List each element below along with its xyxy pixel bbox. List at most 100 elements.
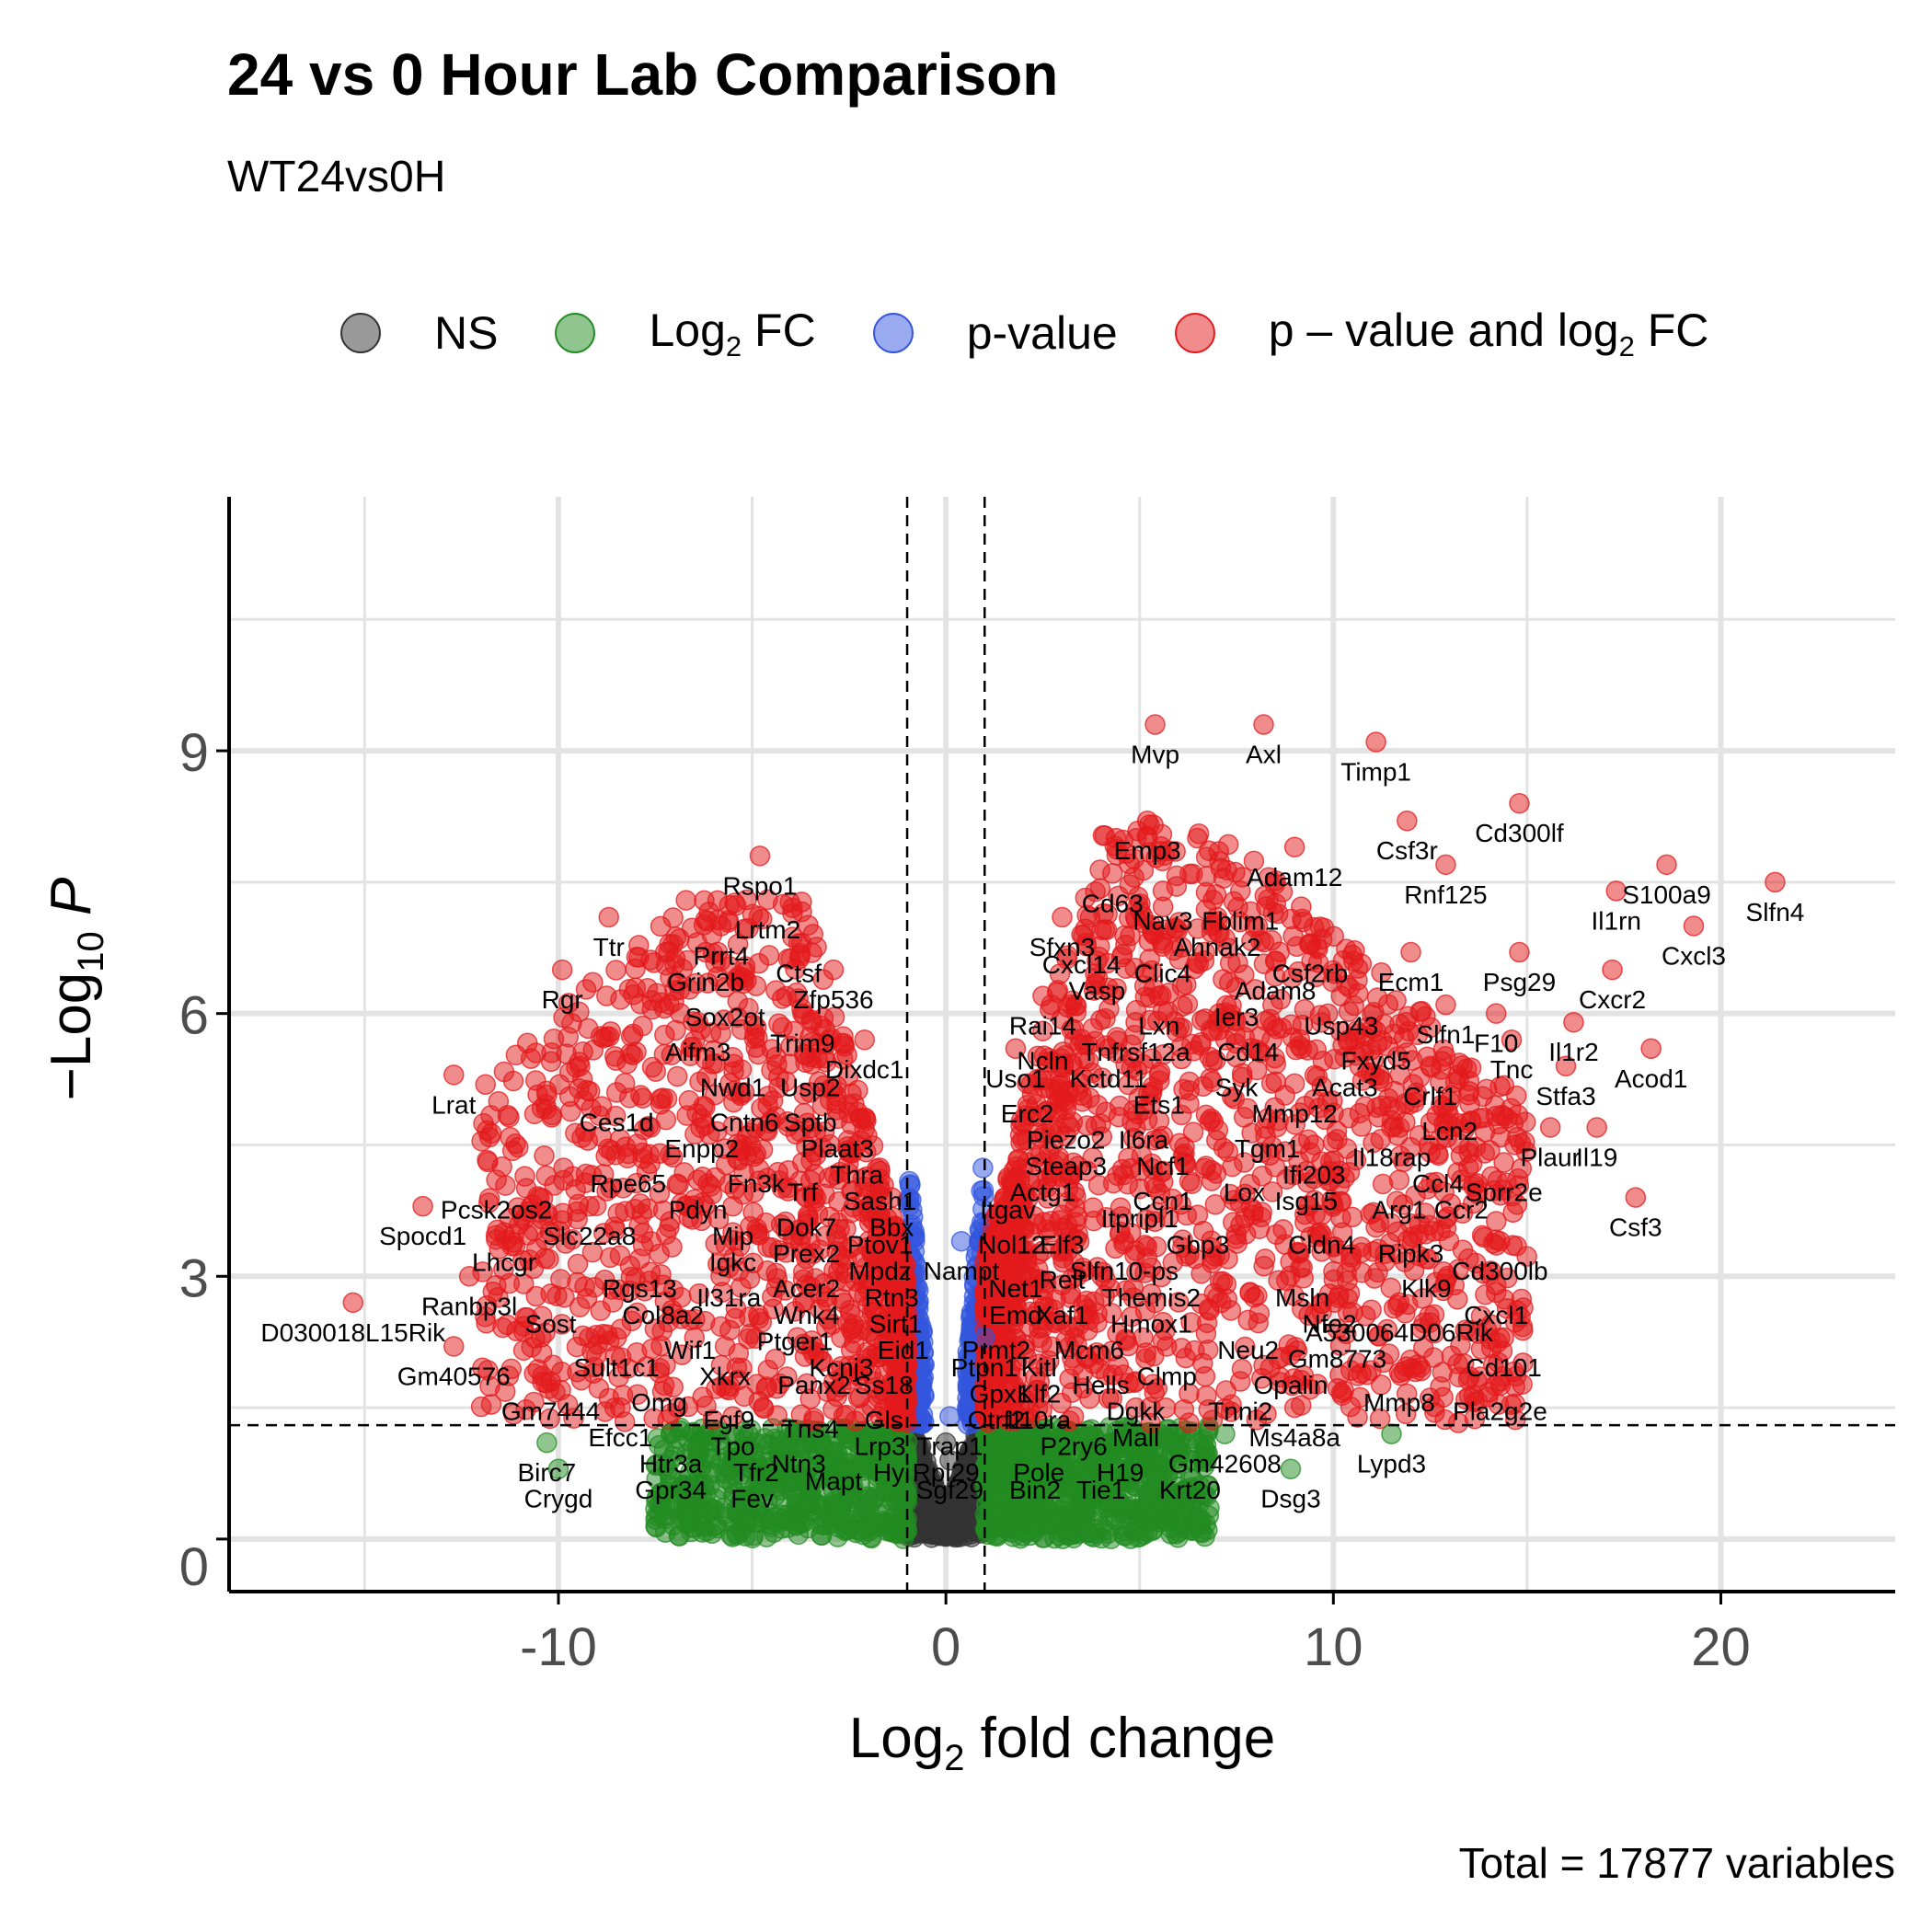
data-point-fc xyxy=(1054,1519,1076,1541)
data-point-both xyxy=(471,1131,492,1152)
data-point-both xyxy=(632,1015,653,1037)
legend-label-ns: NS xyxy=(434,307,499,359)
data-point-both xyxy=(566,1057,587,1078)
data-point-both xyxy=(1213,868,1235,889)
data-point-both xyxy=(630,1085,651,1106)
data-point-both xyxy=(535,1248,556,1269)
data-point-both xyxy=(1361,1299,1382,1321)
data-point-both xyxy=(543,1028,565,1050)
data-point-both xyxy=(1179,1412,1200,1433)
data-point-both xyxy=(1265,1071,1286,1092)
data-point-both xyxy=(534,1145,555,1167)
data-point-fc xyxy=(995,1451,1016,1473)
data-point-both xyxy=(559,1086,581,1108)
data-point-both xyxy=(605,960,627,981)
legend-marker-ns xyxy=(340,313,381,353)
data-point-both xyxy=(647,983,668,1005)
data-point-both xyxy=(600,1021,622,1042)
data-point-both xyxy=(625,958,646,980)
data-point-both xyxy=(650,915,672,937)
data-point-both xyxy=(567,1253,589,1275)
data-point-both xyxy=(833,1026,854,1047)
data-point-both xyxy=(1313,917,1335,938)
data-point-both xyxy=(497,1105,519,1126)
data-point-both xyxy=(1235,1207,1256,1228)
data-point-both xyxy=(493,1061,515,1083)
data-point-both xyxy=(1182,1121,1204,1143)
legend-label-log2fc: Log2 FC xyxy=(649,304,816,362)
data-point-fc xyxy=(862,1513,883,1535)
data-point-fc xyxy=(1136,1501,1158,1523)
scatter-points xyxy=(342,714,1786,1549)
data-point-both xyxy=(628,935,650,956)
data-point-both xyxy=(655,1224,677,1246)
data-point-both xyxy=(567,1271,588,1294)
data-point-both xyxy=(650,1088,672,1110)
legend-item-pvalue-and-log2fc: p – value and log2 FC xyxy=(1174,304,1709,363)
legend-marker-log2fc xyxy=(555,313,596,353)
data-point-both xyxy=(1457,1085,1479,1106)
data-point-both xyxy=(747,1043,769,1065)
data-point-fc xyxy=(696,1502,717,1524)
legend-item-ns: NS xyxy=(340,306,498,360)
data-point-fc xyxy=(1167,1526,1189,1548)
data-point-both xyxy=(1254,1248,1276,1270)
data-point-both xyxy=(1188,822,1210,845)
data-point-both xyxy=(675,890,696,911)
data-point-fc xyxy=(1097,1523,1119,1545)
data-point-both xyxy=(524,1070,546,1091)
data-point-both xyxy=(1216,1288,1237,1309)
data-point-both xyxy=(1217,834,1239,856)
data-point-both xyxy=(1327,1129,1348,1150)
data-point-both xyxy=(1323,1260,1344,1282)
data-point-both xyxy=(654,941,676,963)
data-point-both xyxy=(475,1074,496,1096)
data-point-both xyxy=(1501,1098,1522,1119)
chart-title: 24 vs 0 Hour Lab Comparison xyxy=(227,41,1059,108)
data-point-fc xyxy=(743,1512,765,1534)
data-point-both xyxy=(508,1136,529,1158)
data-point-both xyxy=(1194,1157,1215,1179)
legend-marker-pvalue-and-log2fc xyxy=(1174,313,1215,353)
data-point-fc xyxy=(997,1513,1018,1535)
data-point-both xyxy=(561,1013,582,1034)
data-point-both xyxy=(1432,1362,1454,1383)
data-point-fc xyxy=(819,1505,841,1527)
data-point-fc xyxy=(811,1524,833,1547)
data-point-both xyxy=(514,1166,535,1187)
data-point-both xyxy=(1377,1087,1399,1110)
legend: NS Log2 FC p-value p – value and log2 FC xyxy=(340,296,1765,370)
data-point-fc xyxy=(1127,1526,1149,1548)
data-point-fc xyxy=(720,1524,742,1547)
data-point-both xyxy=(856,1110,877,1132)
data-point-both xyxy=(710,1316,731,1338)
data-point-both xyxy=(755,1377,776,1399)
data-point-both xyxy=(1196,866,1217,887)
data-point-both xyxy=(1095,1101,1117,1123)
legend-label-pvalue: p-value xyxy=(966,307,1118,359)
data-point-both xyxy=(1198,1298,1220,1319)
data-point-fc xyxy=(893,1520,914,1541)
data-point-both xyxy=(541,1104,563,1126)
data-point-both xyxy=(1195,846,1217,868)
data-point-both xyxy=(1327,1377,1349,1399)
data-point-both xyxy=(525,1042,546,1064)
legend-item-pvalue: p-value xyxy=(872,306,1118,360)
legend-marker-pvalue xyxy=(872,313,914,353)
data-point-both xyxy=(630,994,651,1015)
data-point-both xyxy=(1239,1282,1260,1304)
data-point-both xyxy=(1293,911,1314,933)
legend-label-pvalue-and-log2fc: p – value and log2 FC xyxy=(1268,304,1709,362)
data-point-both xyxy=(1486,1211,1507,1232)
data-point-both xyxy=(771,988,793,1009)
data-point-both xyxy=(622,1044,644,1066)
data-point-both xyxy=(632,1222,654,1244)
data-point-both xyxy=(505,1044,527,1066)
legend-item-log2fc: Log2 FC xyxy=(555,304,816,363)
data-point-both xyxy=(470,1396,492,1418)
data-point-both xyxy=(666,1065,688,1087)
data-point-fc xyxy=(654,1522,676,1543)
data-point-fc xyxy=(847,1496,868,1517)
data-point-fc xyxy=(764,1522,785,1543)
